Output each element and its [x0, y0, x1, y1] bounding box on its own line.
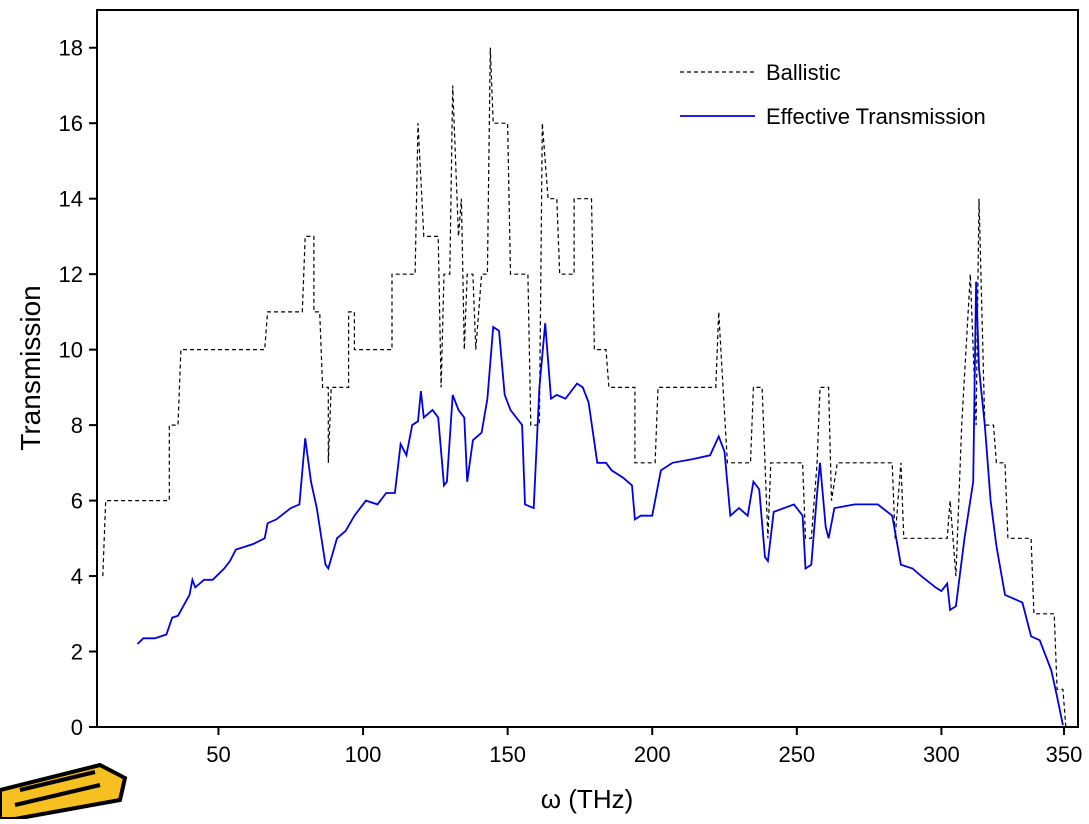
legend-label: Effective Transmission [766, 104, 986, 129]
y-tick-label: 12 [59, 262, 83, 287]
x-tick-label: 300 [923, 742, 960, 767]
legend-label: Ballistic [766, 60, 841, 85]
y-tick-label: 18 [59, 36, 83, 61]
y-tick-label: 8 [71, 413, 83, 438]
y-tick-label: 4 [71, 564, 83, 589]
pencil-icon [0, 762, 128, 821]
x-tick-label: 100 [345, 742, 382, 767]
y-tick-label: 6 [71, 489, 83, 514]
x-axis-label: ω (THz) [541, 784, 634, 814]
plot-frame [96, 9, 1079, 728]
x-tick-label: 50 [206, 742, 230, 767]
y-axis-label: Transmission [15, 285, 46, 450]
y-tick-label: 14 [59, 187, 83, 212]
x-tick-label: 200 [634, 742, 671, 767]
y-tick-label: 2 [71, 640, 83, 665]
y-tick-label: 10 [59, 338, 83, 363]
x-tick-label: 350 [1046, 742, 1083, 767]
line [136, 281, 1064, 726]
x-tick-label: 250 [778, 742, 815, 767]
y-tick-label: 0 [71, 715, 83, 740]
x-tick-label: 150 [489, 742, 526, 767]
line [102, 47, 1067, 728]
y-tick-label: 16 [59, 111, 83, 136]
